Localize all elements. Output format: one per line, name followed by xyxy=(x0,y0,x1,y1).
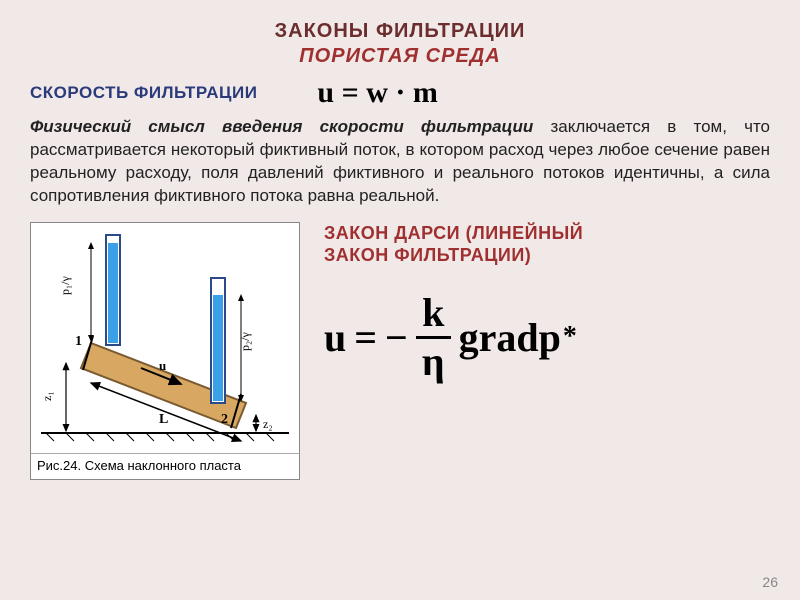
svg-text:p₂/γ: p₂/γ xyxy=(238,331,252,351)
body-paragraph: Физический смысл введения скорости фильт… xyxy=(0,110,800,208)
darcy-heading: ЗАКОН ДАРСИ (ЛИНЕЙНЫЙ ЗАКОН ФИЛЬТРАЦИИ) xyxy=(324,222,770,267)
svg-text:z₁: z₁ xyxy=(40,391,54,401)
equation-velocity: u = w · m xyxy=(317,76,437,110)
svg-text:1: 1 xyxy=(75,334,82,349)
page-number: 26 xyxy=(762,574,778,590)
section-heading: СКОРОСТЬ ФИЛЬТРАЦИИ xyxy=(30,83,257,103)
lower-row: u L z₁ z₂ p₁/γ p₂/γ 1 2 Рис.24. Схема на… xyxy=(0,208,800,480)
eq2-lhs: u xyxy=(324,314,346,361)
svg-text:2: 2 xyxy=(221,412,228,427)
title-block: ЗАКОНЫ ФИЛЬТРАЦИИ ПОРИСТАЯ СРЕДА xyxy=(0,0,800,68)
figure-box: u L z₁ z₂ p₁/γ p₂/γ 1 2 Рис.24. Схема на… xyxy=(30,222,300,480)
svg-text:u: u xyxy=(159,358,166,373)
svg-text:z₂: z₂ xyxy=(263,417,273,431)
eq2-denominator: η xyxy=(416,342,451,382)
darcy-line2: ЗАКОН ФИЛЬТРАЦИИ) xyxy=(324,245,531,265)
darcy-line1: ЗАКОН ДАРСИ (ЛИНЕЙНЫЙ xyxy=(324,223,583,243)
eq2-equals: = xyxy=(354,314,377,361)
eq2-rhs: gradp xyxy=(459,314,561,361)
right-column: ЗАКОН ДАРСИ (ЛИНЕЙНЫЙ ЗАКОН ФИЛЬТРАЦИИ) … xyxy=(300,222,770,382)
eq2-numerator: k xyxy=(416,293,450,333)
eq2-fraction: k η xyxy=(416,293,451,382)
title-sub: ПОРИСТАЯ СРЕДА xyxy=(0,45,800,68)
body-lead: Физический смысл введения скорости фильт… xyxy=(30,117,533,136)
svg-text:p₁/γ: p₁/γ xyxy=(58,275,72,295)
figure-caption: Рис.24. Схема наклонного пласта xyxy=(31,453,299,479)
svg-text:L: L xyxy=(159,412,168,427)
section-row: СКОРОСТЬ ФИЛЬТРАЦИИ u = w · m xyxy=(0,68,800,110)
eq2-minus: − xyxy=(385,314,408,361)
eq2-superscript: * xyxy=(563,321,577,353)
equation-darcy: u = − k η gradp * xyxy=(324,293,770,382)
figure-svg: u L z₁ z₂ p₁/γ p₂/γ 1 2 xyxy=(31,223,299,453)
slide: ЗАКОНЫ ФИЛЬТРАЦИИ ПОРИСТАЯ СРЕДА СКОРОСТ… xyxy=(0,0,800,600)
title-main: ЗАКОНЫ ФИЛЬТРАЦИИ xyxy=(0,20,800,43)
